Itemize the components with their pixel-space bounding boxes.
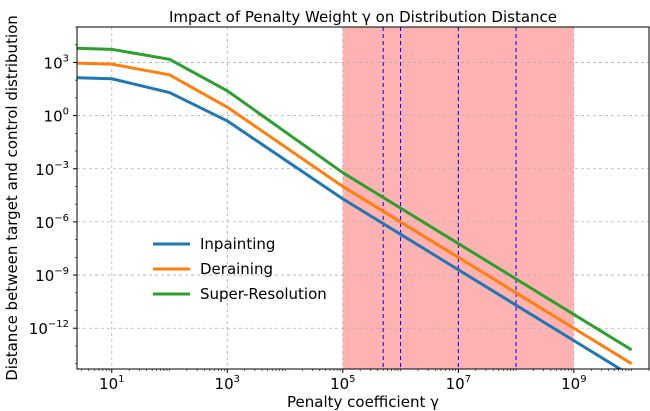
x-axis-label: Penalty coefficient γ [287, 393, 439, 411]
x-tick-label: 105 [330, 374, 355, 393]
y-axis-ticks: 103 100 10−3 10−6 10−9 10−12 [29, 27, 77, 364]
legend-label: Super-Resolution [200, 285, 327, 303]
x-axis-ticks: 101 103 105 107 109 [82, 369, 649, 393]
chart-title: Impact of Penalty Weight γ on Distributi… [169, 8, 557, 26]
x-tick-label: 103 [215, 374, 240, 393]
legend-label: Inpainting [200, 235, 275, 253]
y-axis-label: Distance between target and control dist… [3, 15, 21, 381]
chart: Impact of Penalty Weight γ on Distributi… [0, 0, 650, 411]
legend-item: Inpainting [153, 235, 275, 253]
y-tick-label: 10−3 [35, 160, 69, 179]
x-tick-label: 107 [446, 374, 471, 393]
x-tick-label: 109 [561, 374, 586, 393]
y-tick-label: 10−6 [35, 213, 69, 232]
legend-item: Super-Resolution [153, 285, 327, 303]
legend: Inpainting Deraining Super-Resolution [153, 235, 327, 303]
y-tick-label: 103 [44, 53, 69, 72]
y-tick-label: 10−12 [29, 319, 69, 338]
legend-label: Deraining [200, 260, 273, 278]
x-tick-label: 101 [99, 374, 124, 393]
y-tick-label: 100 [44, 107, 69, 126]
plot-area [54, 27, 649, 376]
legend-item: Deraining [153, 260, 273, 278]
y-tick-label: 10−9 [35, 266, 69, 285]
